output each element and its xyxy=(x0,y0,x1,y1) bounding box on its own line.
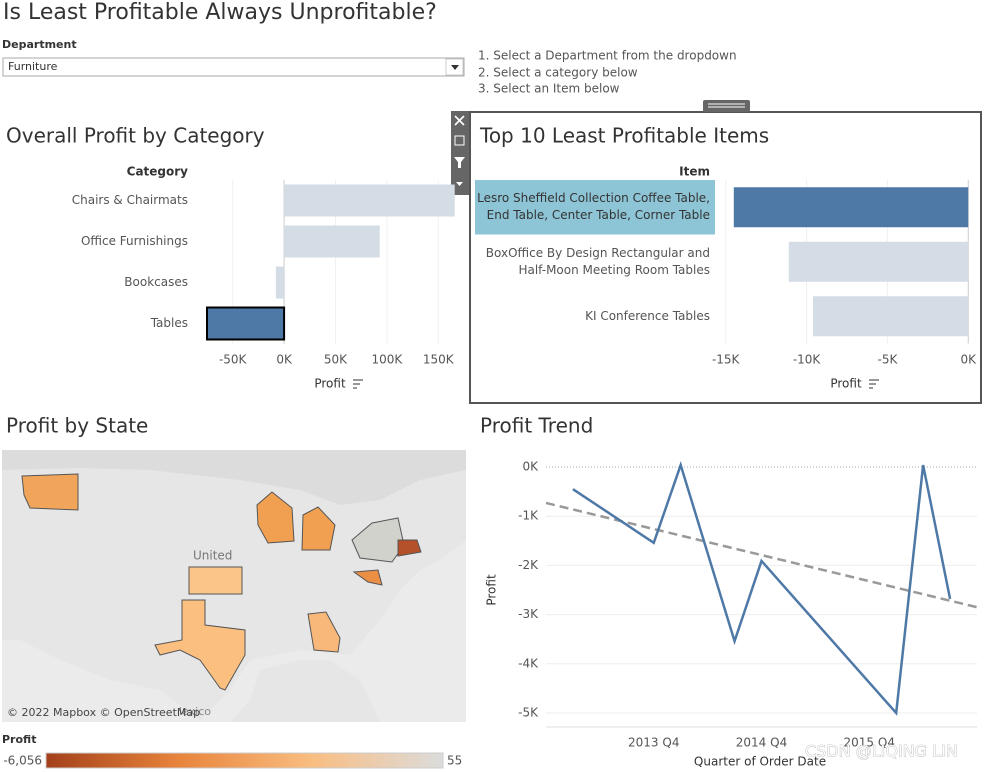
x-tick-label: 2014 Q4 xyxy=(736,736,787,750)
more-icon[interactable] xyxy=(456,182,463,186)
state xyxy=(188,566,243,595)
category-label[interactable]: BoxOffice By Design Rectangular and Half… xyxy=(485,245,710,277)
dropdown-arrow xyxy=(451,65,459,70)
state xyxy=(256,491,295,544)
y-tick-label: -5K xyxy=(518,705,539,719)
watermark: CSDN @LIQING LIN xyxy=(805,742,958,761)
bar[interactable] xyxy=(813,296,969,337)
bar[interactable] xyxy=(206,306,286,341)
chart-title: Top 10 Least Profitable Items xyxy=(479,124,769,148)
dropdown-value: Furniture xyxy=(8,60,58,73)
instruction: 2. Select a category below xyxy=(478,66,638,80)
map xyxy=(2,450,466,722)
category-label[interactable]: Lesro Sheffield Collection Coffee Table,… xyxy=(477,191,710,223)
x-tick-label: -50K xyxy=(219,353,248,367)
chart-title: Profit Trend xyxy=(480,414,593,438)
category-label: Chairs & Chairmats xyxy=(72,193,188,207)
y-tick-label: 0K xyxy=(522,460,539,474)
category-label-box: KI Conference Tables xyxy=(585,308,710,323)
bar[interactable] xyxy=(284,184,455,217)
filter-icon[interactable] xyxy=(454,157,465,168)
category-label: Tables xyxy=(150,316,188,330)
instruction: 3. Select an Item below xyxy=(478,82,620,96)
category-label-box: Lesro Sheffield Collection Coffee Table,… xyxy=(477,191,710,223)
sort-icon xyxy=(869,379,879,389)
category-label: Bookcases xyxy=(124,275,188,289)
map-label: lexico xyxy=(179,705,211,718)
popout-icon[interactable] xyxy=(454,135,465,146)
axis-title: Profit xyxy=(830,377,862,391)
axis-title: Profit xyxy=(485,574,499,606)
state xyxy=(352,569,383,586)
bar[interactable] xyxy=(275,266,285,299)
x-tick-label: -10K xyxy=(793,353,822,367)
state xyxy=(154,599,246,691)
bar[interactable] xyxy=(284,225,380,258)
map-attribution: © 2022 Mapbox © OpenStreetMap xyxy=(7,706,200,719)
chart-title: Overall Profit by Category xyxy=(6,124,265,148)
x-tick-label: -15K xyxy=(712,353,741,367)
x-tick-label: 2015 Q4 xyxy=(844,736,895,750)
chart-title: Profit by State xyxy=(6,414,148,438)
close-icon[interactable] xyxy=(454,115,465,126)
filter-label: Department xyxy=(2,38,77,51)
bar[interactable] xyxy=(733,187,969,228)
legend-max: 55 xyxy=(447,754,462,768)
x-tick-label: 150K xyxy=(423,353,455,367)
category-label-box: BoxOffice By Design Rectangular and Half… xyxy=(485,245,710,277)
x-tick-label: 50K xyxy=(324,353,348,367)
legend-bar xyxy=(45,752,444,769)
axis-title: Quarter of Order Date xyxy=(694,755,826,769)
column-header: Category xyxy=(127,165,189,179)
column-header: Item xyxy=(679,165,710,179)
state xyxy=(301,506,336,551)
y-tick-label: -3K xyxy=(518,607,539,621)
x-tick-label: 0K xyxy=(276,353,293,367)
panel-toolbar xyxy=(451,111,469,195)
y-tick-label: -1K xyxy=(518,509,539,523)
move-handle[interactable] xyxy=(703,100,750,112)
map-label: United xyxy=(193,549,232,563)
legend-title: Profit xyxy=(2,733,36,746)
y-tick-label: -2K xyxy=(518,558,539,572)
axis-title: Profit xyxy=(314,377,346,391)
category-label: Office Furnishings xyxy=(81,234,188,248)
y-tick-label: -4K xyxy=(518,656,539,670)
category-label[interactable]: KI Conference Tables xyxy=(585,308,710,323)
sort-icon xyxy=(353,379,363,389)
legend-min: -6,056 xyxy=(3,754,42,768)
dropdown[interactable] xyxy=(2,57,465,77)
x-tick-label: 2013 Q4 xyxy=(628,736,679,750)
x-tick-label: -5K xyxy=(877,353,898,367)
state xyxy=(21,473,79,511)
state xyxy=(397,539,422,557)
row-highlight xyxy=(475,180,715,235)
canada-area xyxy=(2,450,466,505)
profit-line xyxy=(572,461,952,716)
x-tick-label: 100K xyxy=(371,353,403,367)
x-tick-label: 0K xyxy=(961,353,978,367)
instruction: 1. Select a Department from the dropdown xyxy=(478,49,737,63)
dashboard-title: Is Least Profitable Always Unprofitable? xyxy=(3,0,437,25)
bar[interactable] xyxy=(788,241,969,282)
land-area xyxy=(2,540,466,722)
state xyxy=(307,611,341,653)
